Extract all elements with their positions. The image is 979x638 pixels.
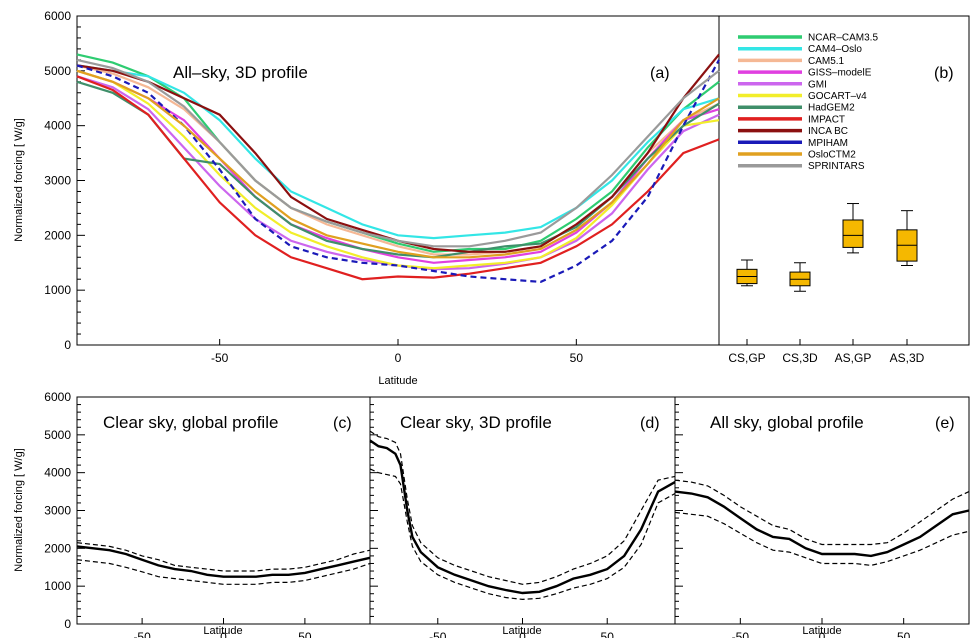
panel-b-label: (b) <box>934 65 954 82</box>
legend-label: INCA BC <box>808 126 848 137</box>
panel-c-mean-line <box>76 545 371 578</box>
series-line-impact <box>76 75 720 281</box>
legend-label: HadGEM2 <box>808 103 855 114</box>
panel-c-xlabel: Latitude <box>203 625 242 637</box>
panel-d-xtick-label: -50 <box>429 630 447 638</box>
panel-c-ytick-label: 4000 <box>44 466 71 480</box>
panel-a-xtick-label: 0 <box>395 351 402 365</box>
box-category-label: AS,3D <box>890 351 925 365</box>
panel-c-ytick-label: 5000 <box>44 428 71 442</box>
panel-e-title: All sky, global profile <box>710 413 864 432</box>
panel-a-xlabel: Latitude <box>378 375 417 387</box>
panel-a-xtick-label: 50 <box>570 351 584 365</box>
panel-d-label: (d) <box>640 415 660 432</box>
panel-c-xtick-label: 0 <box>220 630 227 638</box>
legend-label: IMPACT <box>808 114 845 125</box>
legend-label: SPRINTARS <box>808 161 865 172</box>
panel-c-ytick-label: 1000 <box>44 579 71 593</box>
panel-a-ytick-label: 0 <box>64 338 71 352</box>
panel-e-upper-bound <box>674 479 970 546</box>
series-line-gocart-v4 <box>76 69 720 270</box>
panel-c-xtick-label: 50 <box>298 630 312 638</box>
panel-a-ytick-label: 2000 <box>44 228 71 242</box>
legend-label: NCAR–CAM3.5 <box>808 33 878 44</box>
legend-label: GOCART–v4 <box>808 91 867 102</box>
plot-layer <box>76 53 970 601</box>
panel-a-ytick-label: 1000 <box>44 283 71 297</box>
panel-a-ytick-label: 3000 <box>44 174 71 188</box>
panel-c-ylabel: Normalized forcing [ W/g] <box>13 448 25 571</box>
panel-a-xtick-label: -50 <box>211 351 229 365</box>
legend: NCAR–CAM3.5CAM4–OsloCAM5.1GISS–modelEGMI… <box>738 33 878 172</box>
box-category-label: AS,GP <box>835 351 872 365</box>
box-as-gp <box>842 219 864 248</box>
series-line-osloctm2 <box>76 69 720 259</box>
panel-e-mean-line <box>674 490 970 558</box>
panel-b-frame <box>718 15 970 346</box>
panel-d-lower-bound <box>369 468 676 601</box>
legend-label: GISS–modelE <box>808 68 872 79</box>
panel-c-upper-bound <box>76 542 371 572</box>
panel-c-ytick-label: 0 <box>64 617 71 631</box>
panel-e-label: (e) <box>935 415 955 432</box>
series-line-inca-bc <box>76 53 720 253</box>
panel-c-title: Clear sky, global profile <box>103 413 278 432</box>
panel-e-lower-bound <box>674 511 970 567</box>
panel-d-mean-line <box>369 439 676 595</box>
panel-c-xtick-label: -50 <box>133 630 151 638</box>
legend-label: OsloCTM2 <box>808 150 856 161</box>
panel-a-ytick-label: 5000 <box>44 64 71 78</box>
panel-d-xlabel: Latitude <box>502 625 541 637</box>
box-category-label: CS,GP <box>728 351 765 365</box>
panel-a-label: (a) <box>650 65 670 82</box>
panel-a-ytick-label: 6000 <box>44 9 71 23</box>
legend-label: CAM4–Oslo <box>808 44 862 55</box>
panel-d-upper-bound <box>369 430 676 585</box>
panel-c-lower-bound <box>76 559 371 585</box>
legend-label: MPIHAM <box>808 138 848 149</box>
legend-label: GMI <box>808 79 827 90</box>
legend-label: CAM5.1 <box>808 56 845 67</box>
box-category-label: CS,3D <box>782 351 818 365</box>
series-line-cam4-oslo <box>76 64 720 240</box>
panel-c-ytick-label: 3000 <box>44 504 71 518</box>
panel-c-label: (c) <box>333 415 352 432</box>
series-line-sprintars <box>76 58 720 248</box>
panel-c-ytick-label: 2000 <box>44 541 71 555</box>
panel-e-xtick-label: -50 <box>732 630 750 638</box>
panel-a-ytick-label: 4000 <box>44 119 71 133</box>
series-line-ncar-cam3-5 <box>76 53 720 253</box>
panel-a-title: All–sky, 3D profile <box>173 63 308 82</box>
panel-d-xtick-label: 0 <box>519 630 526 638</box>
panel-e-xtick-label: 50 <box>897 630 911 638</box>
panel-d-title: Clear sky, 3D profile <box>400 413 552 432</box>
panel-c-ytick-label: 6000 <box>44 390 71 404</box>
panel-e-xtick-label: 0 <box>819 630 826 638</box>
panel-a-ylabel: Normalized forcing [ W/g] <box>13 118 25 241</box>
panel-e-xlabel: Latitude <box>802 625 841 637</box>
panel-d-xtick-label: 50 <box>601 630 615 638</box>
